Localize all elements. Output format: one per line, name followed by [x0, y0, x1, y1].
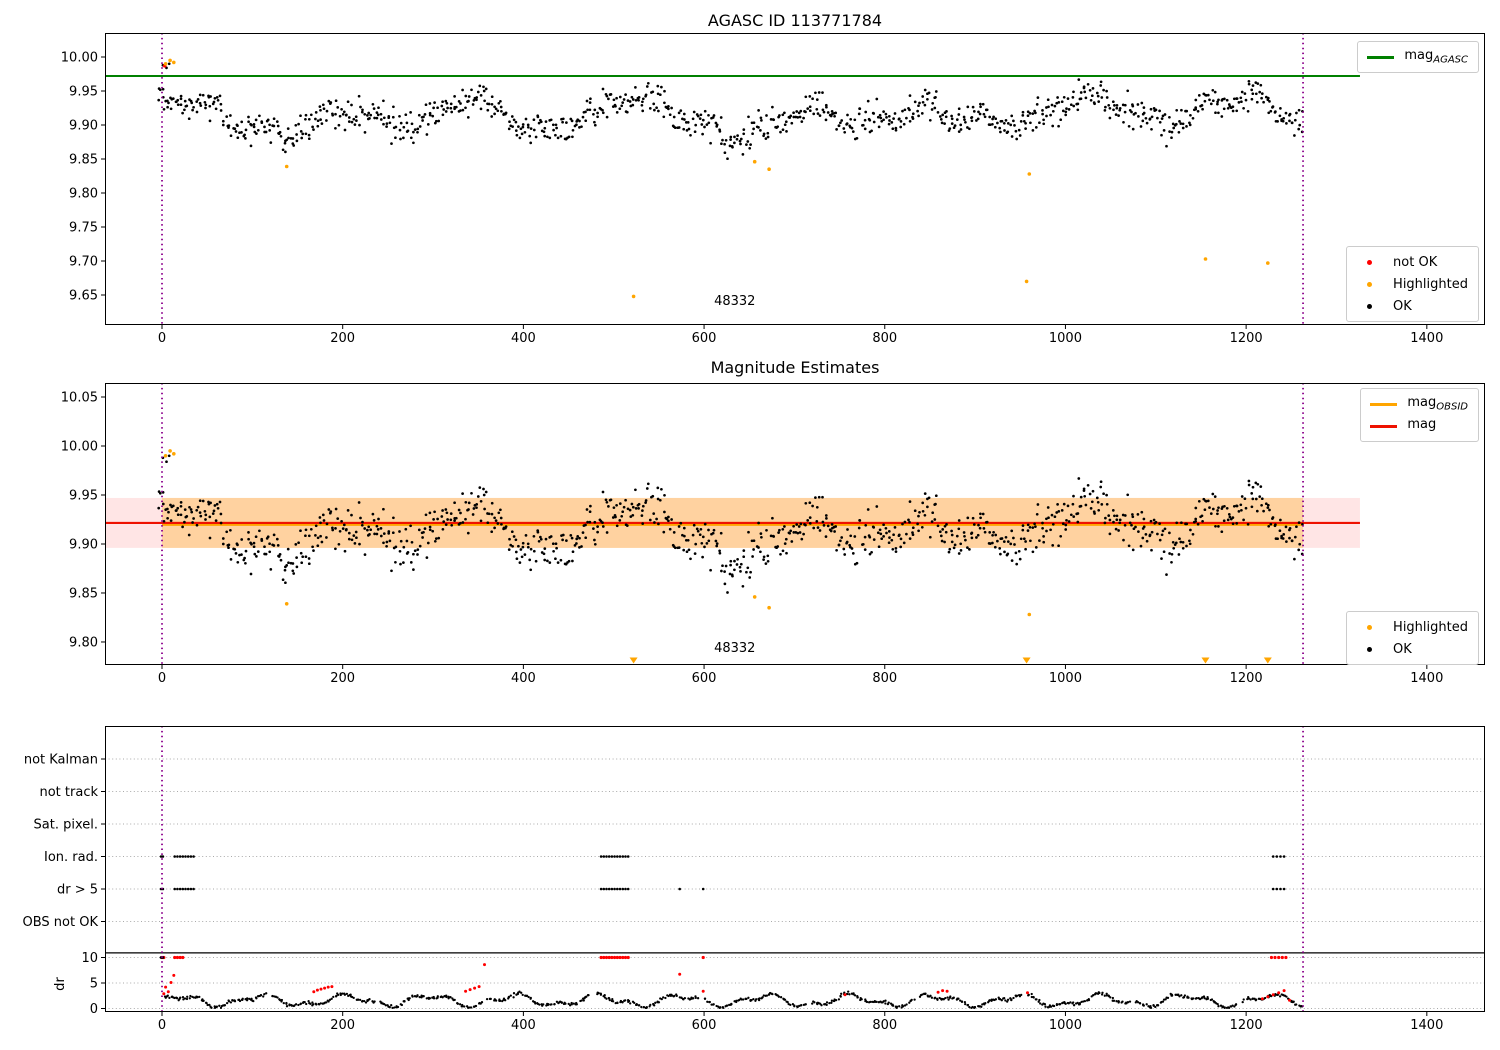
top-y-tick-label: 9.70: [69, 255, 98, 270]
bot-x-tick-label: 1000: [1049, 1018, 1082, 1033]
legend-item-mag-agasc: magAGASC: [1367, 46, 1468, 68]
top-plot-line-legend: magAGASC: [1357, 41, 1479, 73]
mid-y-tick-label: 9.90: [69, 537, 98, 552]
dr-tick-label: 0: [90, 1002, 98, 1017]
clipped-point-triangle-icon: [1022, 657, 1031, 664]
capped-dr-red-points: [160, 955, 1288, 960]
bot-x-tick-label: 0: [158, 1018, 166, 1033]
mid-y-tick-label: 9.85: [69, 586, 98, 601]
ok-label: OK: [1393, 641, 1412, 657]
top-y-tick-label: 10.00: [61, 51, 98, 66]
mag-line-swatch: [1370, 424, 1398, 428]
top-x-tick-label: 1400: [1410, 331, 1443, 346]
legend-item-ok: OK: [1356, 295, 1468, 317]
mid-x-tick-label: 200: [330, 671, 355, 686]
mid-x-tick-label: 600: [692, 671, 717, 686]
top-x-tick-label: 200: [330, 331, 355, 346]
highlighted-label: Highlighted: [1393, 276, 1468, 292]
top-x-tick-label: 1000: [1049, 331, 1082, 346]
highlighted-dot-swatch: [1367, 624, 1373, 630]
top-plot-frame: [105, 33, 1485, 325]
middle-plot-lines-legend: magOBSID mag: [1360, 388, 1479, 442]
clipped-point-triangle-icon: [1263, 657, 1272, 664]
legend-item-highlighted-mid: Highlighted: [1356, 616, 1468, 638]
top-ok-points: [157, 62, 1304, 161]
mid-y-tick-label: 9.95: [69, 488, 98, 503]
middle-plot-points-legend: Highlighted OK: [1346, 611, 1479, 665]
mag-agasc-line-swatch: [1367, 55, 1395, 59]
legend-item-highlighted: Highlighted: [1356, 273, 1468, 295]
top-obsid-annotation: 48332: [714, 294, 755, 309]
top-y-tick-label: 9.75: [69, 221, 98, 236]
mid-x-tick-label: 1200: [1230, 671, 1263, 686]
top-x-tick-label: 1200: [1230, 331, 1263, 346]
mid-x-tick-label: 1000: [1049, 671, 1082, 686]
ok-dot-swatch: [1367, 646, 1373, 652]
top-x-tick-label: 800: [872, 331, 897, 346]
top-x-tick-label: 600: [692, 331, 717, 346]
not-ok-label: not OK: [1393, 254, 1438, 270]
mag-obsid-label: magOBSID: [1407, 395, 1468, 413]
not-ok-dot-swatch: [1367, 259, 1373, 265]
mid-x-tick-label: 400: [511, 671, 536, 686]
legend-item-not-ok: not OK: [1356, 251, 1468, 273]
mid-y-tick-label: 10.00: [61, 440, 98, 455]
mid-y-tick-label: 10.05: [61, 391, 98, 406]
mid-y-tick-label: 9.80: [69, 635, 98, 650]
dr-axis-label: dr: [53, 977, 68, 991]
flag-category-label: not Kalman: [24, 753, 98, 768]
dr-trail-points: [163, 990, 1304, 1010]
bot-x-tick-label: 200: [330, 1018, 355, 1033]
mid-x-tick-label: 800: [872, 671, 897, 686]
mag-label: mag: [1407, 417, 1437, 433]
clipped-point-triangle-icon: [1201, 657, 1210, 664]
mid-clipped-highlighted-markers: [629, 657, 1272, 664]
clipped-point-triangle-icon: [629, 657, 638, 664]
ok-dot-swatch: [1367, 303, 1373, 309]
flag-category-label: not track: [39, 785, 98, 800]
top-y-tick-label: 9.85: [69, 153, 98, 168]
flag-category-label: Sat. pixel.: [34, 818, 98, 833]
mid-obsid-annotation: 48332: [714, 641, 755, 656]
flag-category-label: OBS not OK: [23, 915, 99, 930]
dr-not-ok-points: [162, 963, 1291, 1002]
top-y-tick-label: 9.95: [69, 85, 98, 100]
bottom-plot-frame: [105, 726, 1485, 1012]
mid-highlighted-points: [163, 449, 1032, 617]
mag-obsid-line-swatch: [1370, 402, 1398, 406]
top-plot-title: AGASC ID 113771784: [707, 11, 883, 30]
legend-item-ok-mid: OK: [1356, 638, 1468, 660]
legend-item-mag: mag: [1370, 415, 1468, 437]
top-x-tick-label: 400: [511, 331, 536, 346]
top-y-tick-label: 9.90: [69, 119, 98, 134]
middle-plot-frame: [105, 383, 1485, 665]
bot-x-tick-label: 1200: [1230, 1018, 1263, 1033]
bot-x-tick-label: 1400: [1410, 1018, 1443, 1033]
flag-points-Ion-rad-: [159, 855, 1286, 858]
top-y-tick-label: 9.80: [69, 187, 98, 202]
bot-x-tick-label: 800: [872, 1018, 897, 1033]
middle-plot-title: Magnitude Estimates: [710, 358, 880, 377]
mid-x-tick-label: 1400: [1410, 671, 1443, 686]
highlighted-label: Highlighted: [1393, 619, 1468, 635]
dr-tick-label: 10: [81, 951, 98, 966]
flag-category-label: Ion. rad.: [44, 850, 98, 865]
top-plot-points-legend: not OK Highlighted OK: [1346, 246, 1479, 322]
top-highlighted-points: [163, 58, 1270, 299]
legend-item-mag-obsid: magOBSID: [1370, 393, 1468, 415]
dr-tick-label: 5: [90, 977, 98, 992]
mid-x-tick-label: 0: [158, 671, 166, 686]
flag-category-label: dr > 5: [57, 883, 98, 898]
mid-ok-points: [157, 454, 1304, 594]
flag-points-dr-5: [159, 887, 1286, 891]
bot-x-tick-label: 600: [692, 1018, 717, 1033]
ok-label: OK: [1393, 298, 1412, 314]
mag-agasc-label: magAGASC: [1404, 48, 1468, 66]
top-x-tick-label: 0: [158, 331, 166, 346]
highlighted-dot-swatch: [1367, 281, 1373, 287]
top-y-tick-label: 9.65: [69, 289, 98, 304]
bot-x-tick-label: 400: [511, 1018, 536, 1033]
